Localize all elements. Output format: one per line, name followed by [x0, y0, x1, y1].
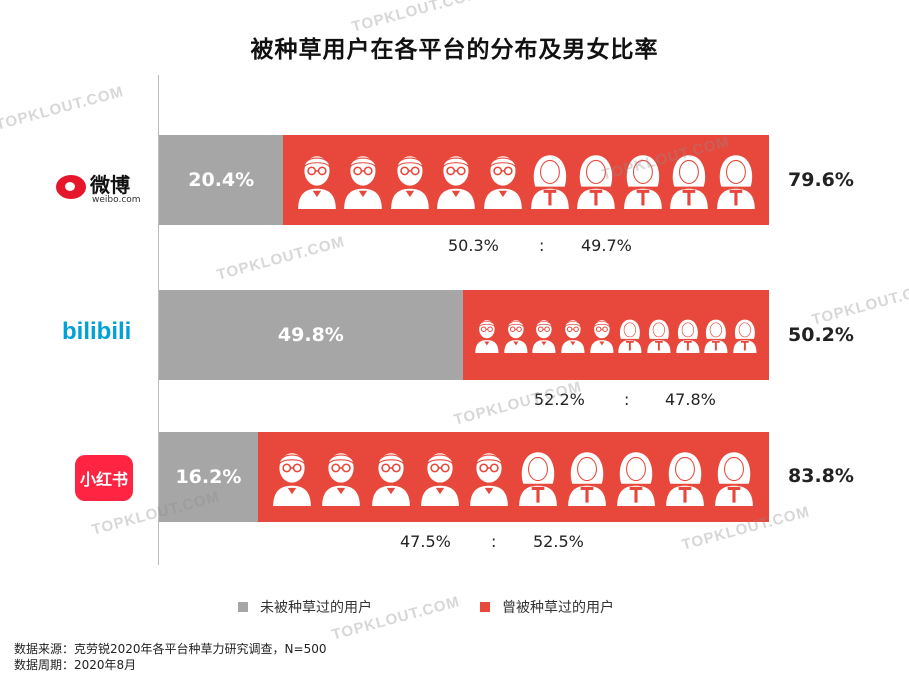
- male-person-icon: [589, 317, 615, 354]
- bar-row-weibo: 20.4%: [159, 135, 769, 225]
- female-person-icon: [715, 151, 757, 210]
- watermark: TOPKLOUT.COM: [810, 278, 909, 329]
- ratio-female-xiaohongshu: 52.5%: [533, 532, 584, 551]
- ratio-female-weibo: 49.7%: [581, 236, 632, 255]
- male-person-icon: [560, 317, 586, 354]
- weibo-logo-url: weibo.com: [92, 195, 141, 205]
- male-person-icon: [342, 151, 384, 210]
- female-person-icon: [668, 151, 710, 210]
- female-person-icon: [615, 448, 657, 507]
- male-person-icon: [271, 448, 313, 507]
- male-person-icon: [419, 448, 461, 507]
- legend-swatch-gray: [238, 602, 248, 612]
- bar-gray-xiaohongshu: [159, 432, 258, 522]
- ratio-sep-xiaohongshu: :: [491, 532, 497, 551]
- ratio-male-weibo: 50.3%: [448, 236, 499, 255]
- male-person-icon: [320, 448, 362, 507]
- value-label-red-xiaohongshu: 83.8%: [788, 465, 854, 487]
- bar-row-bilibili: 49.8%: [159, 290, 769, 380]
- bilibili-logo: bilibili: [62, 318, 132, 345]
- gender-icons-bilibili: [463, 290, 769, 380]
- watermark: TOPKLOUT.COM: [215, 233, 347, 284]
- ratio-sep-bilibili: :: [624, 390, 630, 409]
- female-person-icon: [622, 151, 664, 210]
- female-person-icon: [566, 448, 608, 507]
- female-person-icon: [517, 448, 559, 507]
- watermark: TOPKLOUT.COM: [0, 83, 126, 134]
- footnote-period: 数据周期：2020年8月: [14, 658, 137, 672]
- weibo-eye-icon: [56, 175, 86, 199]
- male-person-icon: [503, 317, 529, 354]
- male-person-icon: [296, 151, 338, 210]
- female-person-icon: [617, 317, 643, 354]
- footnote-source: 数据来源：克劳锐2020年各平台种草力研究调查，N=500: [14, 642, 327, 656]
- legend-label-red: 曾被种草过的用户: [502, 600, 614, 616]
- female-person-icon: [664, 448, 706, 507]
- male-person-icon: [389, 151, 431, 210]
- value-label-red-weibo: 79.6%: [788, 169, 854, 191]
- male-person-icon: [531, 317, 557, 354]
- bar-row-xiaohongshu: 16.2%: [159, 432, 769, 522]
- ratio-sep-weibo: :: [539, 236, 545, 255]
- gender-icons-weibo: [283, 135, 769, 225]
- female-person-icon: [529, 151, 571, 210]
- legend-swatch-red: [480, 602, 490, 612]
- female-person-icon: [703, 317, 729, 354]
- male-person-icon: [370, 448, 412, 507]
- weibo-logo: 微博 weibo.com: [52, 165, 152, 209]
- xiaohongshu-logo: 小红书: [75, 455, 133, 501]
- male-person-icon: [435, 151, 477, 210]
- value-label-gray-bilibili: 49.8%: [277, 324, 344, 346]
- bar-gray-weibo: [159, 135, 284, 225]
- ratio-male-xiaohongshu: 47.5%: [400, 532, 451, 551]
- male-person-icon: [474, 317, 500, 354]
- ratio-female-bilibili: 47.8%: [665, 390, 716, 409]
- value-label-gray-weibo: 20.4%: [188, 169, 255, 191]
- ratio-male-bilibili: 52.2%: [534, 390, 585, 409]
- legend-item-red: 曾被种草过的用户: [480, 597, 614, 617]
- male-person-icon: [468, 448, 510, 507]
- female-person-icon: [675, 317, 701, 354]
- value-label-gray-xiaohongshu: 16.2%: [175, 466, 242, 488]
- chart-title: 被种草用户在各平台的分布及男女比率: [250, 37, 659, 63]
- y-axis-line: [158, 75, 159, 565]
- gender-icons-xiaohongshu: [258, 432, 769, 522]
- male-person-icon: [482, 151, 524, 210]
- legend-item-gray: 未被种草过的用户: [238, 597, 372, 617]
- value-label-red-bilibili: 50.2%: [788, 324, 854, 346]
- female-person-icon: [713, 448, 755, 507]
- female-person-icon: [646, 317, 672, 354]
- weibo-logo-text: 微博: [90, 173, 130, 197]
- female-person-icon: [732, 317, 758, 354]
- bar-gray-bilibili: [159, 290, 463, 380]
- legend-label-gray: 未被种草过的用户: [260, 600, 372, 616]
- female-person-icon: [575, 151, 617, 210]
